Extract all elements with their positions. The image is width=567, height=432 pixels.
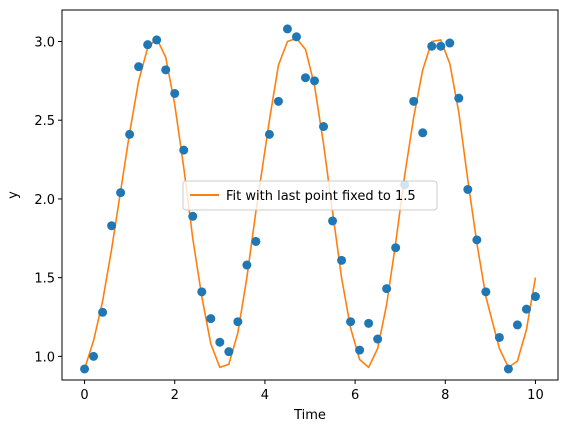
x-axis-ticks: 0 2 4 6 8 10 — [80, 380, 544, 403]
data-point — [337, 255, 347, 265]
plot-frame — [61, 9, 559, 381]
data-point — [291, 32, 301, 42]
x-axis-label: Time — [293, 408, 326, 423]
data-point — [161, 65, 171, 75]
data-point — [143, 40, 153, 50]
data-point — [242, 260, 252, 270]
data-point — [107, 221, 117, 231]
data-point — [454, 93, 464, 103]
data-point — [98, 307, 108, 317]
data-point — [494, 332, 504, 342]
data-point — [445, 38, 455, 48]
x-tick-label: 2 — [171, 388, 179, 403]
x-tick-label: 4 — [261, 388, 269, 403]
data-point — [116, 188, 126, 198]
data-point — [233, 317, 243, 327]
data-point — [436, 41, 446, 51]
legend-box — [182, 180, 438, 211]
data-point — [472, 235, 482, 245]
data-point — [391, 243, 401, 253]
legend: Fit with last point fixed to 1.5 — [182, 180, 438, 211]
data-point — [170, 88, 180, 98]
y-axis-ticks: 1.0 1.5 2.0 2.5 3.0 — [34, 35, 62, 365]
data-point — [319, 122, 329, 132]
data-point — [328, 216, 338, 226]
data-point — [206, 314, 216, 324]
data-point — [197, 287, 207, 297]
data-point — [251, 236, 261, 246]
data-point — [300, 73, 310, 83]
data-point — [463, 184, 473, 194]
legend-label: Fit with last point fixed to 1.5 — [226, 189, 416, 204]
data-point — [125, 129, 135, 139]
data-point — [134, 62, 144, 72]
data-point — [503, 364, 513, 374]
data-point — [512, 320, 522, 330]
y-tick-label: 3.0 — [34, 35, 55, 50]
data-point — [80, 364, 90, 374]
x-tick-label: 10 — [527, 388, 544, 403]
data-point — [152, 35, 162, 45]
data-point — [409, 96, 419, 106]
data-point — [530, 292, 540, 302]
data-point — [364, 318, 374, 328]
data-point — [273, 96, 283, 106]
data-point — [215, 337, 225, 347]
data-point — [373, 334, 383, 344]
scatter-points-layer — [80, 24, 540, 374]
x-tick-label: 8 — [441, 388, 449, 403]
y-tick-label: 1.5 — [34, 272, 55, 287]
data-point — [427, 41, 437, 51]
data-point — [521, 304, 531, 314]
x-tick-label: 6 — [351, 388, 359, 403]
data-point — [188, 211, 198, 221]
data-point — [282, 24, 292, 34]
data-point — [418, 128, 428, 138]
y-tick-label: 2.0 — [34, 193, 55, 208]
y-tick-label: 1.0 — [34, 350, 55, 365]
data-point — [224, 347, 234, 357]
y-axis-label: y — [6, 191, 21, 199]
data-point — [382, 284, 392, 294]
data-point — [346, 317, 356, 327]
data-point — [355, 345, 365, 355]
data-point — [89, 351, 99, 361]
data-point — [310, 76, 320, 86]
y-tick-label: 2.5 — [34, 114, 55, 129]
data-point — [264, 129, 274, 139]
x-tick-label: 0 — [80, 388, 88, 403]
data-point — [481, 287, 491, 297]
data-point — [179, 145, 189, 155]
